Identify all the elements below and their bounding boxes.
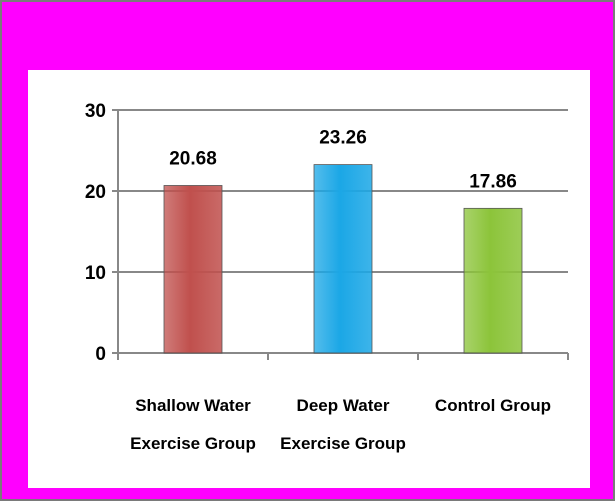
x-tick-label: Shallow Water Exercise Group xyxy=(130,396,256,453)
x-tick-label: Deep Water Exercise Group xyxy=(280,396,406,453)
x-tick-label-line: Control Group xyxy=(435,396,551,415)
bar-chart: 0 10 20 30 20.68 Shallow Water Exercise Group 2… xyxy=(85,101,569,453)
y-tick-label: 30 xyxy=(85,101,106,122)
bar xyxy=(163,185,223,354)
x-tick-label-line: Exercise Group xyxy=(280,434,406,453)
y-tick-label: 10 xyxy=(85,263,106,284)
labels: 0 10 20 30 20.68 Shallow Water Exercise Group 2… xyxy=(85,101,551,453)
y-tick-label: 20 xyxy=(85,182,106,203)
data-label: 23.26 xyxy=(319,128,367,149)
bar xyxy=(463,207,523,354)
x-tick-label: Control Group xyxy=(435,396,551,415)
data-label: 17.86 xyxy=(469,171,517,192)
x-tick-label-line: Shallow Water xyxy=(135,396,251,415)
bars xyxy=(163,164,523,354)
chart-panel: 0 10 20 30 20.68 Shallow Water Exercise Group 2… xyxy=(28,70,590,488)
data-label: 20.68 xyxy=(169,148,217,169)
y-tick-label: 0 xyxy=(95,344,106,365)
bar xyxy=(313,164,373,354)
x-tick-label-line: Exercise Group xyxy=(130,434,256,453)
x-tick-label-line: Deep Water xyxy=(297,396,390,415)
